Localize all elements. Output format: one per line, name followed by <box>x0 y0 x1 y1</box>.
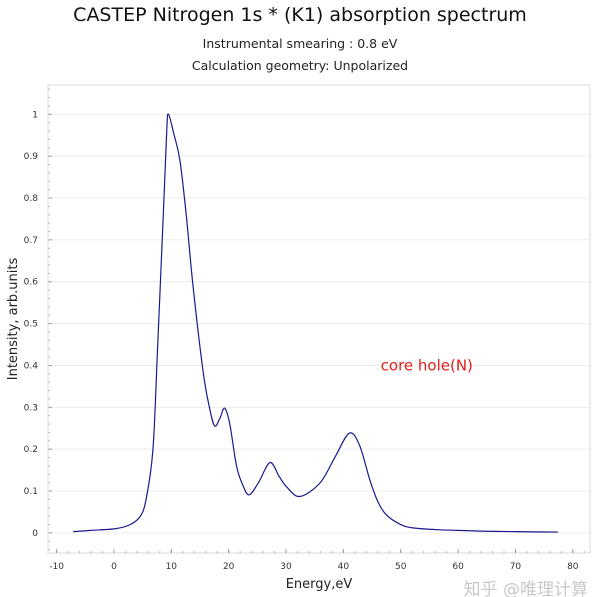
x-tick-label: -10 <box>49 562 64 572</box>
x-tick-label: 60 <box>452 562 464 572</box>
core-hole-annotation: core hole(N) <box>381 356 473 374</box>
x-tick-label: 40 <box>338 562 350 572</box>
watermark: 知乎 @唯理计算 <box>464 580 588 597</box>
y-tick-label: 0.1 <box>24 487 38 497</box>
x-axis-label: Energy,eV <box>286 577 353 592</box>
y-tick-label: 0.9 <box>24 152 39 162</box>
y-tick-label: 1 <box>32 110 38 120</box>
y-tick-label: 0.3 <box>24 403 38 413</box>
y-tick-label: 0 <box>32 529 38 539</box>
spectrum-line <box>73 113 558 533</box>
x-tick-label: 30 <box>280 562 292 572</box>
y-axis-label: Intensity, arb.units <box>6 258 21 381</box>
chart-subtitle-geometry: Calculation geometry: Unpolarized <box>191 58 409 73</box>
x-tick-label: 10 <box>166 562 178 572</box>
x-tick-label: 20 <box>223 562 235 572</box>
chart-title: CASTEP Nitrogen 1s * (K1) absorption spe… <box>73 4 527 26</box>
y-tick-label: 0.4 <box>24 361 39 371</box>
x-tick-label: 70 <box>510 562 522 572</box>
y-tick-label: 0.7 <box>24 236 38 246</box>
y-tick-label: 0.5 <box>24 320 38 330</box>
y-tick-label: 0.6 <box>24 278 39 288</box>
chart-subtitle-smearing: Instrumental smearing : 0.8 eV <box>202 36 398 51</box>
y-tick-label: 0.2 <box>24 445 38 455</box>
x-tick-label: 80 <box>567 562 579 572</box>
plot-frame <box>47 84 591 554</box>
x-tick-label: 0 <box>111 562 117 572</box>
x-tick-label: 50 <box>395 562 407 572</box>
y-tick-label: 0.8 <box>24 194 39 204</box>
